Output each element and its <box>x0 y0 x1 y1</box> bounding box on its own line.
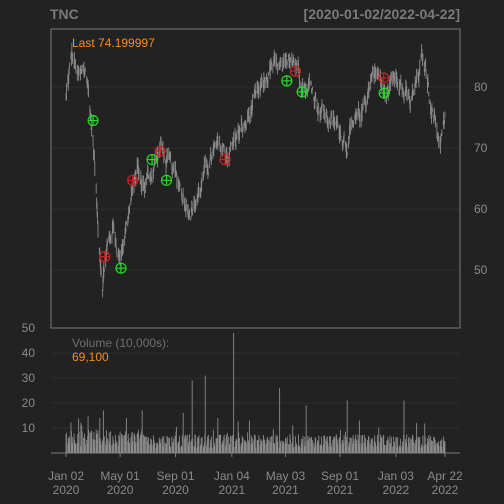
price-panel-frame <box>50 28 461 329</box>
date-tick-label: Sep 01 <box>321 469 359 483</box>
volume-axis: 10 20 30 40 50 <box>22 321 36 435</box>
trade-markers <box>87 65 390 274</box>
buy-marker <box>146 153 158 166</box>
date-tick-year: 2020 <box>107 483 134 497</box>
date-tick-label: Jan 02 <box>48 469 84 483</box>
sell-marker <box>99 251 111 263</box>
volume-tick-label: 20 <box>22 396 36 410</box>
sell-marker <box>289 65 301 77</box>
volume-series <box>65 333 446 453</box>
price-tick-label: 80 <box>474 80 488 94</box>
volume-label: Volume (10,000s): <box>72 336 169 350</box>
date-tick-year: 2020 <box>53 483 80 497</box>
sell-marker <box>154 145 166 157</box>
sell-marker <box>219 153 231 166</box>
date-tick-label: Jan 03 <box>378 469 414 483</box>
date-tick-label: Jan 04 <box>214 469 250 483</box>
price-tick-label: 50 <box>474 263 488 277</box>
price-tick-label: 60 <box>474 202 488 216</box>
buy-marker <box>296 86 308 98</box>
date-tick-year: 2022 <box>383 483 410 497</box>
buy-marker <box>281 75 293 87</box>
date-tick-label: May 01 <box>100 469 140 483</box>
date-tick-year: 2021 <box>218 483 245 497</box>
buy-marker <box>87 114 99 127</box>
date-tick-year: 2021 <box>327 483 354 497</box>
price-axis: 50 60 70 80 <box>474 80 488 277</box>
date-range: [2020-01-02/2022-04-22] <box>304 6 460 22</box>
sell-marker <box>378 72 390 84</box>
date-tick-label: May 03 <box>266 469 306 483</box>
buy-marker <box>160 174 173 186</box>
date-tick-year: 2021 <box>272 483 299 497</box>
volume-tick-label: 30 <box>22 371 36 385</box>
volume-tick-label: 10 <box>22 421 36 435</box>
buy-marker <box>378 87 390 99</box>
volume-last-value: 69,100 <box>72 350 109 364</box>
volume-tick-label: 50 <box>22 321 36 335</box>
date-tick-label: Sep 01 <box>156 469 194 483</box>
sell-marker <box>127 174 139 186</box>
last-price-label: Last 74.199997 <box>72 36 155 50</box>
date-tick-label: Apr 22 <box>427 469 463 483</box>
date-tick-year: 2020 <box>162 483 189 497</box>
chart-title: TNC <box>50 6 79 22</box>
price-tick-label: 70 <box>474 141 488 155</box>
volume-gridlines <box>52 352 459 429</box>
buy-marker <box>115 262 127 274</box>
date-tick-year: 2022 <box>432 483 459 497</box>
volume-tick-label: 40 <box>22 346 36 360</box>
price-series <box>65 42 446 298</box>
